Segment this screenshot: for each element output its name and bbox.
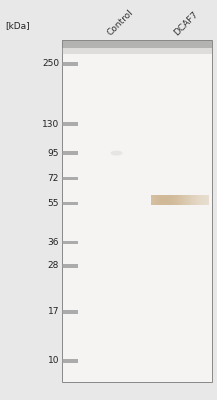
Bar [208,195,209,205]
Bar [166,195,167,205]
Bar [181,195,182,205]
Bar [169,195,170,205]
Bar [160,195,161,205]
Bar [157,195,158,205]
Bar [162,195,163,205]
Text: 36: 36 [48,238,59,247]
Bar [184,195,185,205]
Text: 28: 28 [48,261,59,270]
Bar [62,48,212,54]
Bar [164,195,165,205]
Text: Control: Control [105,8,135,37]
Bar [62,241,78,244]
Text: 95: 95 [48,148,59,158]
Bar [62,310,78,314]
Bar [186,195,187,205]
Bar [151,195,153,205]
Text: DCAF7: DCAF7 [172,9,200,37]
Bar [183,195,184,205]
Bar [161,195,162,205]
Bar [204,195,205,205]
Text: 250: 250 [42,59,59,68]
Bar [194,195,195,205]
Bar [163,195,164,205]
Bar [175,195,176,205]
Bar [207,195,208,205]
Bar [62,151,78,155]
Bar [168,195,169,205]
Bar [192,195,193,205]
Ellipse shape [110,150,123,156]
Text: 55: 55 [48,199,59,208]
Bar [202,195,203,205]
Bar [179,195,180,205]
Bar [200,195,201,205]
Bar [180,195,181,205]
Text: 130: 130 [42,120,59,129]
Bar [199,195,200,205]
Bar [177,195,178,205]
Bar [198,195,199,205]
Bar [165,195,166,205]
Bar [153,195,155,205]
Bar [170,195,171,205]
Bar [187,195,189,205]
Bar [62,264,78,268]
Bar [189,195,191,205]
Text: 72: 72 [48,174,59,183]
Text: [kDa]: [kDa] [5,21,30,30]
Bar [193,195,194,205]
Bar [167,195,168,205]
Bar [171,195,172,205]
Bar [156,195,157,205]
Bar [195,195,196,205]
Bar [203,195,204,205]
Bar [176,195,177,205]
Bar [155,195,156,205]
Bar [173,195,174,205]
Bar [201,195,202,205]
Bar [191,195,192,205]
Bar [182,195,183,205]
Bar [196,195,197,205]
Bar [185,195,186,205]
Text: 10: 10 [48,356,59,365]
Bar [62,40,212,48]
Bar [178,195,179,205]
Bar [62,40,212,382]
Bar [62,122,78,126]
Bar [197,195,198,205]
Bar [172,195,173,205]
Bar [159,195,160,205]
Bar [206,195,207,205]
Bar [62,202,78,205]
Bar [205,195,206,205]
Bar [158,195,159,205]
Bar [62,62,78,66]
Bar [62,177,78,180]
Text: 17: 17 [48,307,59,316]
Bar [174,195,175,205]
Bar [62,359,78,362]
